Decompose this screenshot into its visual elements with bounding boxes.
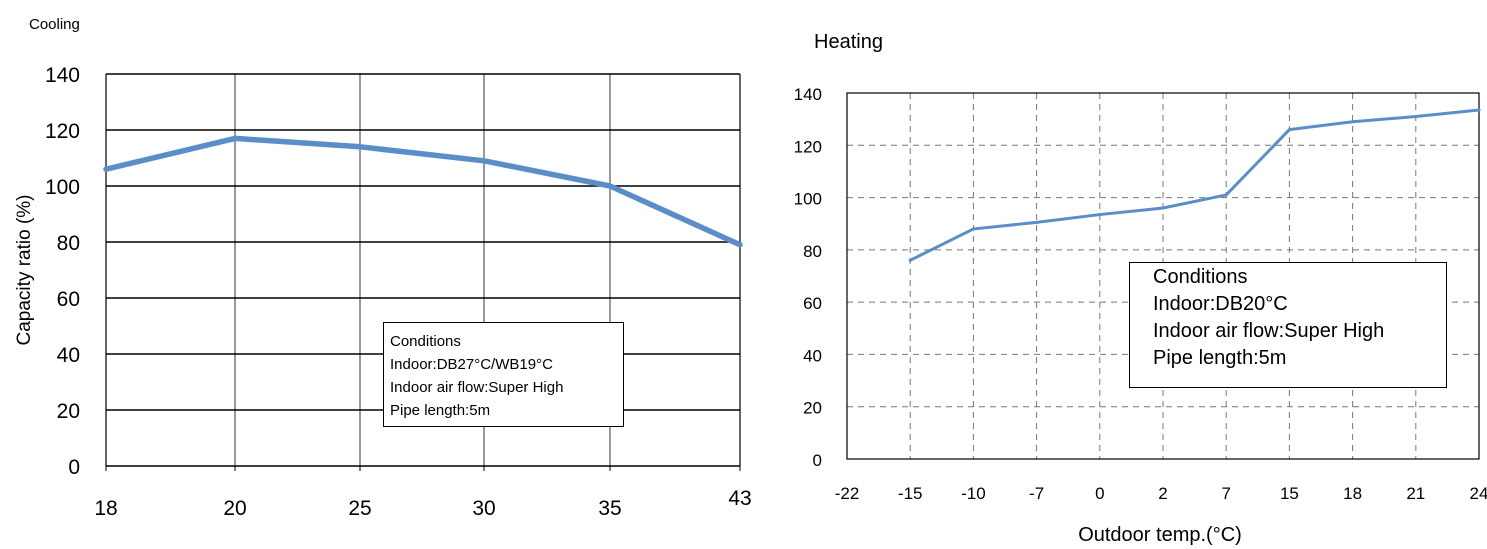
heating-data-point: [1477, 108, 1481, 112]
cooling-x-tick-label: 35: [598, 497, 621, 520]
heating-chart: Heating Outdoor temp.(°C) 02040608010012…: [794, 31, 1487, 546]
cooling-y-tick-label: 60: [57, 288, 80, 311]
heating-condition-line: Indoor air flow:Super High: [1153, 320, 1385, 342]
heating-data-point: [908, 258, 912, 262]
heating-x-tick-label: 0: [1095, 484, 1104, 503]
heating-conditions-box: Conditions Indoor:DB20°C Indoor air flow…: [1129, 262, 1447, 388]
heating-x-tick-label: 21: [1406, 484, 1425, 503]
heating-x-tick-label: 2: [1158, 484, 1167, 503]
cooling-y-tick-label: 120: [45, 120, 80, 143]
cooling-y-tick-label: 80: [57, 232, 80, 255]
heating-condition-line: Pipe length:5m: [1153, 347, 1287, 369]
heating-x-tick-label: -22: [835, 484, 860, 503]
heating-x-tick-label: 24: [1470, 484, 1487, 503]
heating-tick-labels: 0 20 40 60 80 100 120 140 -22 -15 -10 -7 0 2 7 15 18 21 24: [794, 85, 1487, 503]
heating-data-point: [1287, 128, 1291, 132]
cooling-y-tick-label: 40: [57, 344, 80, 367]
cooling-x-tick-label: 25: [348, 497, 371, 520]
heating-data-point: [1224, 193, 1228, 197]
cooling-chart: Cooling Capacity ratio (%) 0 20 40 60 80 100 1…: [14, 16, 752, 520]
cooling-data-point: [103, 167, 109, 172]
cooling-series: [103, 135, 743, 248]
cooling-x-tick-label: 43: [728, 487, 751, 510]
heating-y-tick-label: 80: [803, 242, 822, 261]
cooling-y-axis-label: Capacity ratio (%): [14, 195, 35, 346]
heating-y-tick-label: 20: [803, 399, 822, 418]
heating-y-tick-label: 120: [794, 137, 822, 156]
heating-series-line: [908, 108, 1481, 262]
heating-data-point: [971, 227, 975, 231]
cooling-data-point: [357, 144, 363, 149]
heating-series: [908, 108, 1481, 262]
heating-title: Heating: [814, 31, 883, 53]
cooling-y-tick-label: 100: [45, 176, 80, 199]
cooling-data-point: [232, 136, 238, 141]
cooling-data-point: [737, 242, 743, 247]
heating-data-point: [1414, 115, 1418, 119]
cooling-tick-labels: 0 20 40 60 80 100 120 140 18 20 25 30 35 43: [45, 64, 752, 520]
heating-x-tick-label: 7: [1221, 484, 1230, 503]
cooling-x-tick-label: 18: [94, 497, 117, 520]
cooling-data-point: [607, 183, 613, 189]
heating-conditions-title: Conditions: [1153, 266, 1248, 288]
cooling-condition-line: Indoor:DB27°C/WB19°C: [390, 356, 553, 373]
heating-data-point: [1035, 220, 1039, 224]
cooling-condition-line: Indoor air flow:Super High: [390, 379, 564, 396]
heating-y-tick-label: 40: [803, 346, 822, 365]
heating-plot-frame: [846, 92, 1480, 460]
heating-gridlines: [846, 92, 1480, 460]
heating-x-tick-label: -7: [1029, 484, 1044, 503]
cooling-data-point: [481, 158, 487, 163]
heating-data-point: [1098, 213, 1102, 217]
heating-condition-line: Indoor:DB20°C: [1153, 293, 1288, 315]
heating-data-point: [1161, 206, 1165, 210]
heating-y-tick-label: 60: [803, 294, 822, 313]
cooling-series-line: [103, 135, 743, 248]
heating-data-point: [1351, 120, 1355, 124]
cooling-x-tick-label: 30: [472, 497, 495, 520]
cooling-conditions-title: Conditions: [390, 333, 461, 350]
cooling-y-tick-label: 20: [57, 400, 80, 423]
heating-x-axis-label: Outdoor temp.(°C): [1078, 524, 1242, 546]
heating-x-tick-label: 15: [1280, 484, 1299, 503]
cooling-x-tick-label: 20: [223, 497, 246, 520]
heating-x-tick-label: -10: [961, 484, 986, 503]
cooling-conditions-box: Conditions Indoor:DB27°C/WB19°C Indoor a…: [383, 322, 624, 427]
cooling-y-tick-label: 140: [45, 64, 80, 87]
heating-y-tick-label: 100: [794, 190, 822, 209]
cooling-y-tick-label: 0: [68, 456, 80, 479]
heating-y-tick-label: 140: [794, 85, 822, 104]
heating-x-tick-label: -15: [898, 484, 923, 503]
heating-y-tick-label: 0: [813, 451, 822, 470]
heating-x-tick-label: 18: [1343, 484, 1362, 503]
cooling-title: Cooling: [29, 16, 80, 33]
cooling-condition-line: Pipe length:5m: [390, 402, 491, 419]
